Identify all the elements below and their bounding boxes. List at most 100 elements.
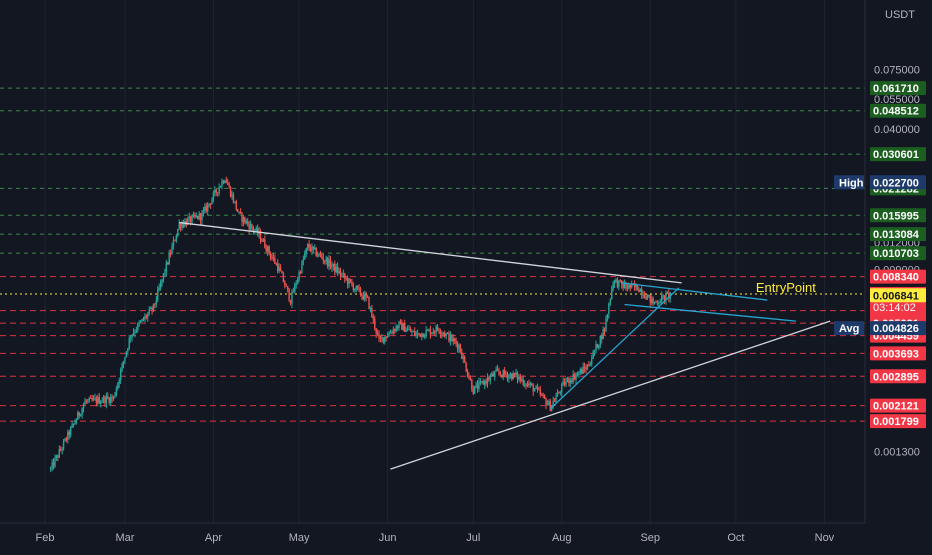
candle-body bbox=[471, 379, 473, 390]
candle-body bbox=[339, 270, 342, 276]
candle-body bbox=[345, 278, 347, 280]
candle-body bbox=[539, 389, 542, 395]
entry-point-label: EntryPoint bbox=[756, 280, 816, 295]
time-tick-label: May bbox=[289, 532, 310, 544]
candle-body bbox=[302, 259, 305, 262]
candle-body bbox=[331, 265, 333, 268]
candle-body bbox=[144, 316, 146, 320]
level-price-tag: 0.003693 bbox=[873, 348, 919, 360]
candle-body bbox=[505, 374, 507, 376]
candle-body bbox=[553, 401, 556, 403]
candle-body bbox=[503, 370, 506, 375]
candle-body bbox=[128, 338, 130, 349]
candle-body bbox=[87, 400, 89, 402]
candle-body bbox=[252, 227, 255, 231]
trendline[interactable] bbox=[179, 221, 682, 284]
candle-body bbox=[495, 369, 497, 372]
candle-body bbox=[533, 389, 536, 392]
candle-body bbox=[601, 335, 603, 340]
candle-body bbox=[516, 372, 519, 380]
candle-body bbox=[364, 294, 366, 300]
candle-body bbox=[626, 287, 629, 289]
candle-body bbox=[54, 458, 56, 467]
candle-body bbox=[102, 396, 105, 402]
candle-body bbox=[425, 330, 427, 337]
candle-body bbox=[301, 261, 303, 273]
candle-body bbox=[429, 329, 432, 335]
candle-body bbox=[215, 189, 217, 193]
candle-body bbox=[612, 283, 614, 289]
candle-body bbox=[111, 397, 113, 399]
candle-body bbox=[558, 392, 560, 394]
time-tick-label: Nov bbox=[815, 532, 835, 544]
candle-body bbox=[82, 405, 85, 409]
candle-body bbox=[332, 263, 335, 266]
candle-body bbox=[625, 283, 627, 288]
candle-body bbox=[208, 203, 210, 205]
candle-body bbox=[84, 401, 86, 406]
candle-body bbox=[453, 338, 456, 341]
candle-body bbox=[385, 336, 387, 338]
trendline[interactable] bbox=[624, 303, 796, 322]
candle-body bbox=[97, 397, 99, 404]
candle-body bbox=[461, 352, 463, 359]
candle-body bbox=[308, 243, 310, 249]
candle-body bbox=[175, 235, 178, 241]
candle-body bbox=[416, 333, 419, 335]
candle-body bbox=[112, 396, 115, 399]
marker-tag-text: Avg bbox=[839, 323, 859, 335]
trendline[interactable] bbox=[621, 282, 768, 301]
level-price-tag: 0.002121 bbox=[873, 401, 919, 413]
current-price-tag: 0.006841 bbox=[873, 290, 919, 302]
candle-body bbox=[619, 280, 621, 282]
candle-body bbox=[311, 246, 313, 252]
level-price-tag-box bbox=[870, 147, 926, 162]
candle-body bbox=[269, 253, 272, 258]
candle-body bbox=[255, 228, 257, 231]
candle-body bbox=[518, 376, 520, 380]
candle-body bbox=[572, 374, 574, 382]
level-price-tag-box bbox=[870, 269, 926, 284]
candle-body bbox=[50, 467, 52, 470]
level-price-tag: 0.008340 bbox=[873, 272, 919, 284]
candle-body bbox=[439, 331, 442, 334]
candle-body bbox=[248, 223, 250, 230]
candle-body bbox=[174, 240, 176, 242]
candle-body bbox=[369, 307, 372, 309]
candle-body bbox=[456, 343, 459, 349]
candle-body bbox=[666, 293, 669, 295]
candle-body bbox=[542, 394, 544, 396]
candle-body bbox=[378, 334, 380, 338]
candle-body bbox=[342, 273, 345, 275]
candle-body bbox=[188, 216, 190, 219]
candle-body bbox=[365, 294, 367, 297]
candle-body bbox=[368, 296, 370, 309]
candle-body bbox=[266, 246, 269, 252]
candle-body bbox=[615, 279, 617, 281]
level-price-tag-box bbox=[870, 208, 926, 223]
candle-body bbox=[154, 303, 156, 305]
candle-body bbox=[349, 278, 352, 282]
candle-body bbox=[586, 365, 589, 370]
marker-tag-text: High bbox=[839, 177, 864, 189]
trendline[interactable] bbox=[390, 320, 831, 470]
candle-body bbox=[411, 331, 413, 333]
candle-body bbox=[479, 381, 482, 383]
candle-body bbox=[336, 266, 339, 274]
level-price-tag: 0.030601 bbox=[873, 149, 919, 161]
candle-body bbox=[483, 380, 486, 385]
candle-body bbox=[438, 329, 440, 332]
candle-body bbox=[58, 449, 60, 458]
candle-body bbox=[242, 217, 245, 222]
candle-body bbox=[493, 371, 496, 376]
candle-body bbox=[51, 462, 53, 468]
candle-body bbox=[631, 283, 633, 288]
candle-body bbox=[633, 284, 636, 288]
candle-body bbox=[582, 366, 584, 374]
time-tick-label: Jul bbox=[466, 532, 480, 544]
candle-body bbox=[194, 214, 196, 217]
candle-body bbox=[458, 345, 460, 349]
marker-tag-box bbox=[834, 321, 864, 336]
